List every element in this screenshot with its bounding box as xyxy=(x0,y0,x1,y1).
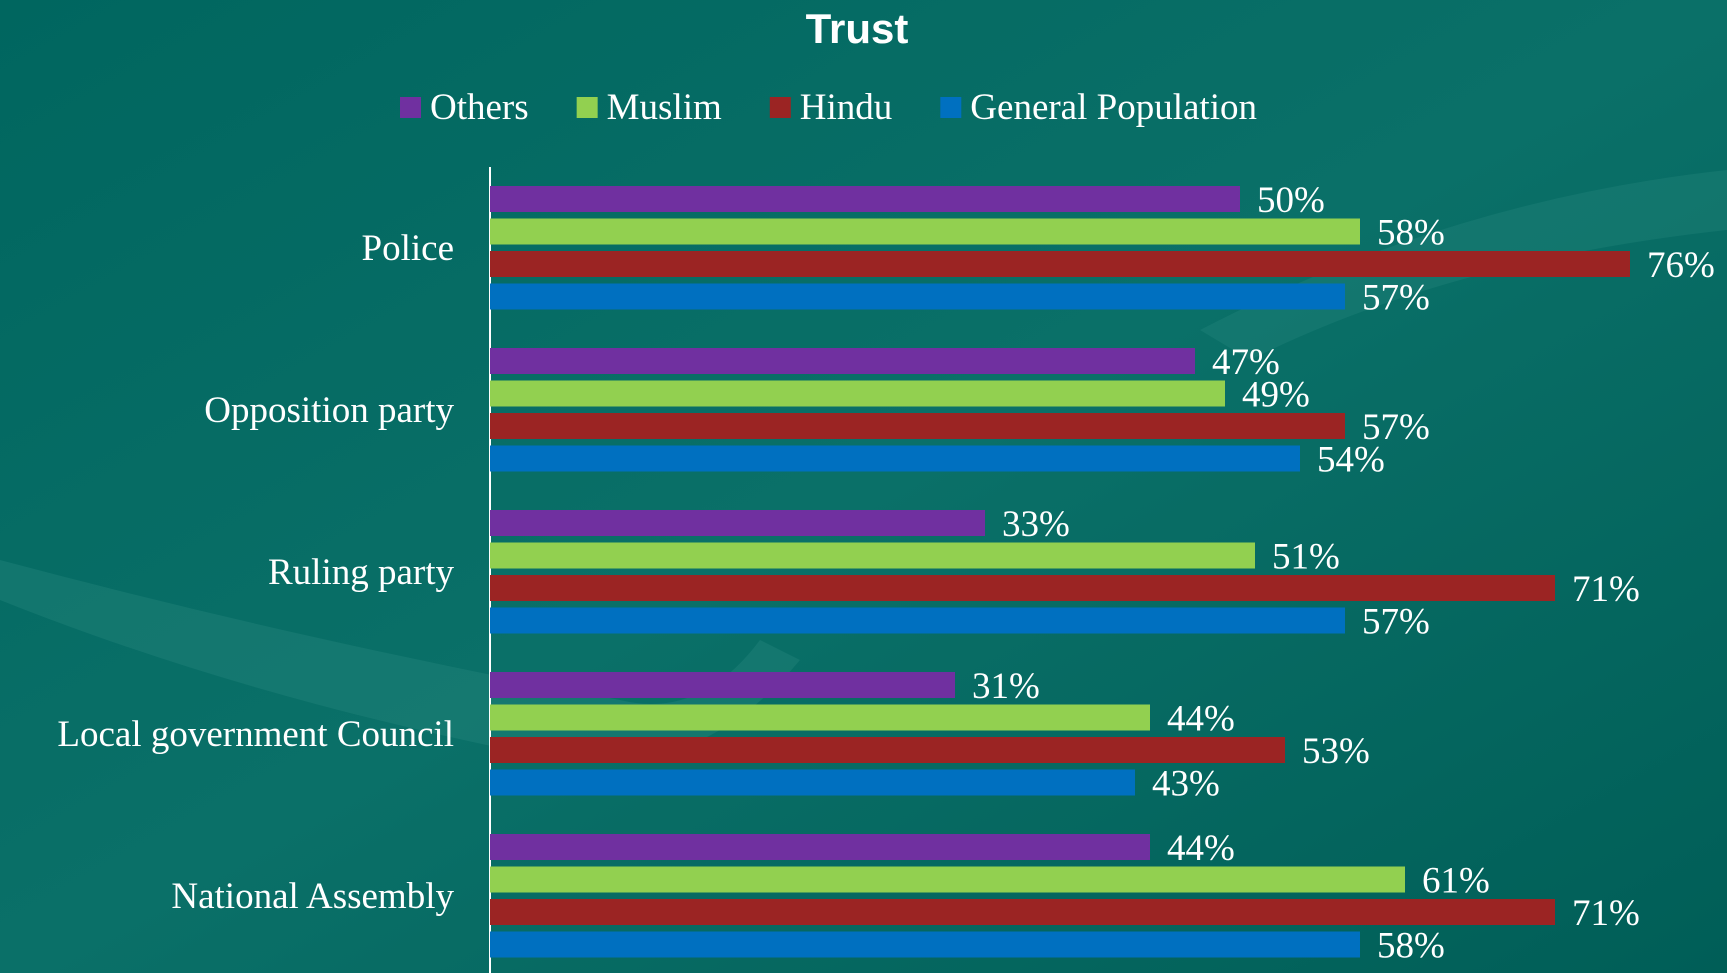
bar xyxy=(490,284,1345,310)
y-tick-label: Police xyxy=(362,228,454,269)
legend-label: Hindu xyxy=(800,87,893,128)
legend-label: General Population xyxy=(970,87,1257,128)
bar xyxy=(490,381,1225,407)
data-label: 71% xyxy=(1572,569,1640,610)
legend-swatch xyxy=(940,97,961,118)
bar xyxy=(490,510,985,536)
legend-label: Others xyxy=(430,87,529,128)
chart: Trust Others Muslim Hindu General Populatio… xyxy=(0,0,1727,973)
data-label: 58% xyxy=(1377,213,1445,254)
legend-swatch xyxy=(770,97,791,118)
data-label: 54% xyxy=(1317,440,1385,481)
bar xyxy=(490,219,1360,245)
chart-title: Trust xyxy=(806,5,909,52)
bar xyxy=(490,413,1345,439)
bar xyxy=(490,932,1360,958)
data-label: 57% xyxy=(1362,278,1430,319)
bar xyxy=(490,186,1240,212)
legend-label: Muslim xyxy=(607,87,722,128)
data-label: 49% xyxy=(1242,375,1310,416)
data-label: 57% xyxy=(1362,602,1430,643)
data-label: 53% xyxy=(1302,731,1370,772)
bar xyxy=(490,899,1555,925)
y-tick-label: Local government Council xyxy=(57,714,454,755)
legend-swatch xyxy=(577,97,598,118)
bar xyxy=(490,770,1135,796)
data-label: 71% xyxy=(1572,893,1640,934)
data-label: 43% xyxy=(1152,764,1220,805)
background xyxy=(0,0,1727,973)
data-label: 61% xyxy=(1422,861,1490,902)
bar xyxy=(490,867,1405,893)
data-label: 31% xyxy=(972,666,1040,707)
data-label: 33% xyxy=(1002,504,1070,545)
bar xyxy=(490,705,1150,731)
bar xyxy=(490,446,1300,472)
bar xyxy=(490,834,1150,860)
bar xyxy=(490,737,1285,763)
bar xyxy=(490,543,1255,569)
legend-swatch xyxy=(400,97,421,118)
legend: Others Muslim Hindu General Population xyxy=(400,87,1257,128)
y-tick-label: National Assembly xyxy=(171,876,454,917)
bar xyxy=(490,348,1195,374)
bar xyxy=(490,251,1630,277)
bar xyxy=(490,575,1555,601)
data-label: 76% xyxy=(1647,245,1715,286)
data-label: 44% xyxy=(1167,828,1235,869)
data-label: 58% xyxy=(1377,926,1445,967)
data-label: 50% xyxy=(1257,180,1325,221)
bar xyxy=(490,672,955,698)
bar xyxy=(490,608,1345,634)
y-tick-label: Opposition party xyxy=(204,390,454,431)
data-label: 51% xyxy=(1272,537,1340,578)
y-tick-label: Ruling party xyxy=(268,552,455,593)
data-label: 44% xyxy=(1167,699,1235,740)
